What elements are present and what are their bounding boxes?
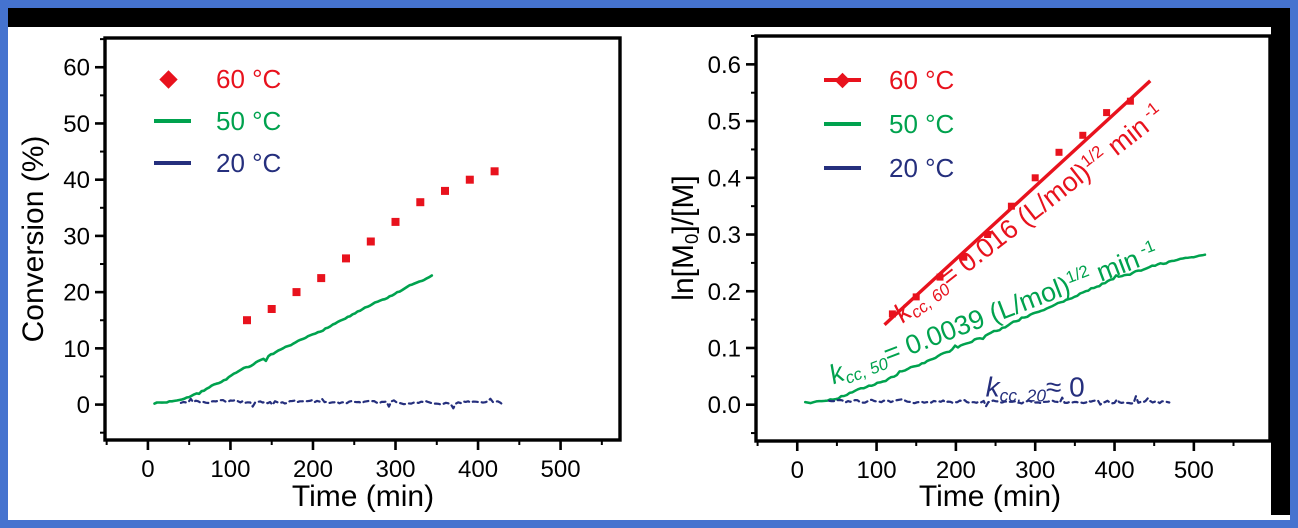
plot-frame-chart0 bbox=[103, 36, 622, 442]
legend-marker-line bbox=[154, 119, 201, 123]
right-chart-x-axis-label: Time (min) bbox=[918, 480, 1062, 513]
x-tick-label: 100 bbox=[210, 456, 250, 483]
y-tick-label: 0.1 bbox=[708, 335, 741, 362]
data-point bbox=[1126, 97, 1134, 105]
data-point bbox=[317, 274, 326, 283]
x-tick-label: 100 bbox=[857, 457, 897, 484]
x-tick-label: 500 bbox=[1174, 457, 1214, 484]
text-fragment: ≈ 0 bbox=[1046, 371, 1085, 403]
left-chart-x-axis-label: Time (min) bbox=[291, 480, 435, 513]
data-point bbox=[984, 231, 992, 238]
series-50-c-chart0 bbox=[153, 274, 434, 405]
data-point bbox=[1079, 131, 1087, 139]
data-point bbox=[391, 217, 400, 226]
left-chart-legend: 60 °C 50 °C 20 °C bbox=[154, 58, 281, 184]
data-point bbox=[1103, 109, 1111, 117]
legend-item-20-c: 20 °C bbox=[824, 146, 954, 190]
data-point bbox=[342, 254, 350, 263]
x-tick-label: 400 bbox=[458, 456, 498, 483]
series-20-c-chart0 bbox=[179, 397, 504, 410]
data-point bbox=[465, 175, 474, 184]
series-60-c-points-chart1 bbox=[888, 97, 1134, 318]
legend-label: 20 °C bbox=[216, 147, 282, 178]
legend-item-50-c: 50 °C bbox=[154, 100, 281, 142]
kinetics-plots-svg: 0 100 200 300 400 500 0 10 20 30 40 50 60 0 100 200 300 4… bbox=[63, 34, 1272, 484]
y-tick-label: 20 bbox=[63, 280, 90, 307]
legend-label: 60 °C bbox=[216, 63, 282, 94]
x-tick-label: 500 bbox=[541, 456, 581, 483]
series-50-c-chart1 bbox=[803, 253, 1207, 405]
plot-frame-chart1 bbox=[754, 34, 1272, 443]
y-tick-label: 40 bbox=[63, 167, 90, 194]
data-point bbox=[267, 305, 276, 313]
data-point bbox=[441, 186, 449, 195]
y-tick-label: 50 bbox=[63, 111, 90, 138]
data-point bbox=[490, 167, 499, 176]
data-point bbox=[366, 237, 375, 246]
legend-marker-line bbox=[824, 122, 874, 126]
y-tick-label: 0.0 bbox=[708, 392, 741, 419]
left-chart-y-axis-label: Conversion (%) bbox=[17, 136, 51, 343]
text-fragment: ln[M bbox=[666, 244, 700, 301]
legend-label: 50 °C bbox=[216, 105, 282, 136]
legend-label: 60 °C bbox=[889, 64, 955, 95]
data-point bbox=[416, 198, 425, 207]
series-60-c-points-chart0 bbox=[243, 167, 499, 325]
y-tick-label: 30 bbox=[63, 223, 90, 250]
legend-marker-line bbox=[154, 161, 201, 165]
legend-marker-line-diamond bbox=[824, 72, 874, 88]
legend-label: 50 °C bbox=[889, 108, 955, 139]
top-black-bar bbox=[8, 8, 1290, 27]
y-tick-label: 0.3 bbox=[708, 222, 741, 249]
x-tick-label: 300 bbox=[1015, 457, 1055, 484]
data-point bbox=[1007, 202, 1015, 210]
y-tick-label: 0.2 bbox=[708, 279, 741, 306]
data-point bbox=[1055, 148, 1063, 156]
y-tick-label: 0 bbox=[77, 392, 90, 419]
y-tick-label: 0.4 bbox=[708, 165, 741, 192]
series-20-c-chart1 bbox=[827, 395, 1171, 408]
x-tick-label: 0 bbox=[791, 457, 804, 484]
y-tick-label: 60 bbox=[63, 55, 90, 82]
legend-item-20-c: 20 °C bbox=[154, 142, 281, 184]
legend-label: 20 °C bbox=[889, 152, 955, 183]
text-fragment: ]/[M] bbox=[666, 175, 700, 234]
data-point bbox=[888, 310, 896, 318]
series-60-c-fit-chart1 bbox=[883, 79, 1152, 326]
text-fragment: Conversion (%) bbox=[17, 135, 50, 343]
text-fragment: k bbox=[985, 371, 1000, 403]
annotation-rate-20: kcc, 20≈ 0 bbox=[986, 373, 1085, 404]
x-tick-label: 200 bbox=[936, 457, 976, 484]
data-point bbox=[1031, 174, 1039, 182]
y-tick-label: 10 bbox=[63, 336, 90, 363]
right-black-bar bbox=[1271, 27, 1290, 515]
text-fragment: 0 bbox=[681, 233, 703, 244]
legend-item-60-c: 60 °C bbox=[824, 58, 954, 102]
x-tick-label: 400 bbox=[1095, 457, 1135, 484]
data-point bbox=[960, 253, 968, 261]
text-fragment: cc, 20 bbox=[999, 385, 1047, 406]
x-tick-label: 0 bbox=[141, 456, 154, 483]
legend-marker-line bbox=[824, 166, 874, 170]
data-point bbox=[292, 288, 301, 297]
data-point bbox=[936, 273, 944, 281]
legend-item-50-c: 50 °C bbox=[824, 102, 954, 146]
right-chart-legend: 60 °C 50 °C 20 °C bbox=[824, 58, 954, 190]
data-point bbox=[912, 293, 920, 301]
x-tick-label: 200 bbox=[293, 456, 333, 483]
legend-marker-diamond bbox=[154, 69, 201, 89]
data-point bbox=[243, 316, 251, 325]
y-tick-label: 0.6 bbox=[708, 52, 741, 79]
legend-item-60-c: 60 °C bbox=[154, 58, 281, 100]
x-tick-label: 300 bbox=[375, 456, 415, 483]
y-tick-label: 0.5 bbox=[708, 109, 741, 136]
right-chart-y-axis-label: ln[M0]/[M] bbox=[667, 175, 703, 300]
